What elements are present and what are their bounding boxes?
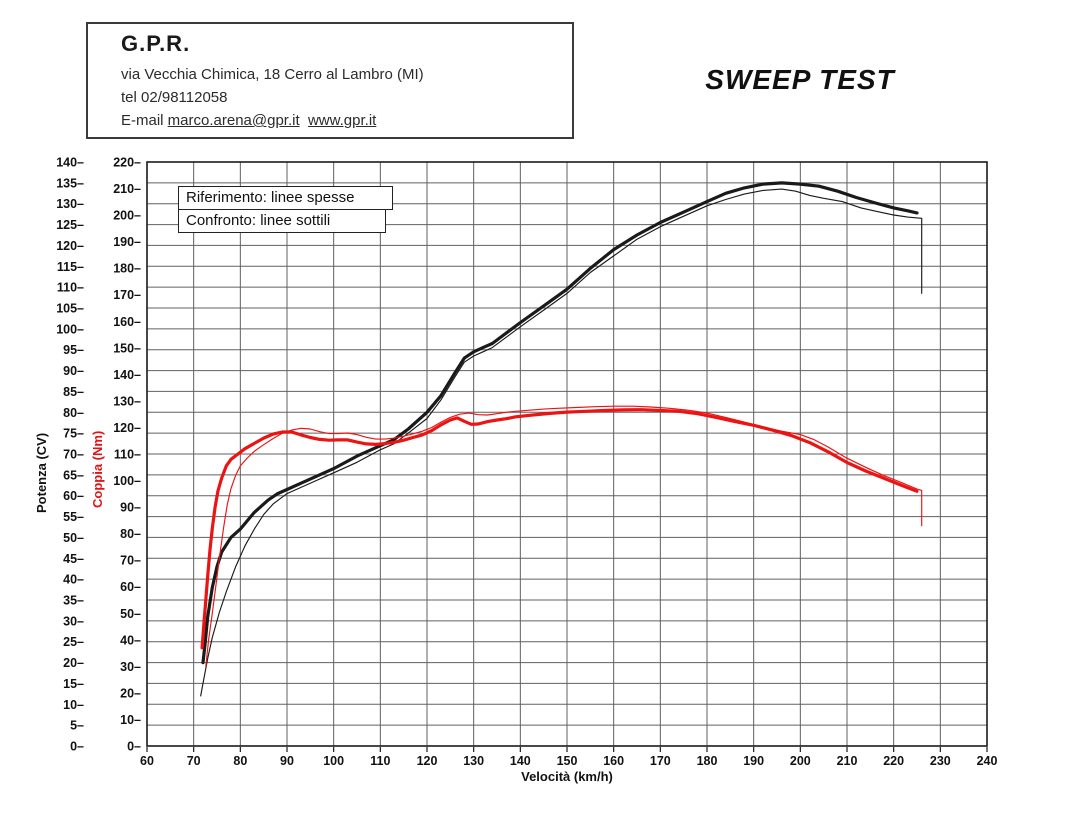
x-tick-label: 240	[977, 754, 998, 768]
x-tick-label: 170	[650, 754, 671, 768]
x-tick-label: 190	[743, 754, 764, 768]
cv-tick-label: 90–	[63, 364, 84, 378]
cv-tick-label: 95–	[63, 343, 84, 357]
cv-tick-label: 80–	[63, 406, 84, 420]
cv-tick-label: 85–	[63, 385, 84, 399]
x-tick-label: 110	[370, 754, 390, 768]
cv-tick-label: 30–	[63, 614, 84, 628]
nm-tick-label: 190–	[113, 235, 141, 249]
plot-frame	[146, 161, 988, 747]
y-axis-title-power: Potenza (CV)	[34, 432, 49, 513]
cv-tick-label: 135–	[56, 176, 84, 190]
series-potenza-riferimento	[201, 181, 919, 665]
nm-tick-label: 160–	[113, 315, 141, 329]
nm-tick-label: 60–	[120, 580, 141, 594]
cv-tick-label: 65–	[63, 468, 84, 482]
x-tick-label: 210	[837, 754, 858, 768]
company-contact-line: E-mail marco.arena@gpr.it www.gpr.it	[121, 112, 376, 129]
legend-box: Riferimento: linee spesse Confronto: lin…	[178, 186, 393, 233]
cv-tick-label: 15–	[63, 677, 84, 691]
cv-tick-label: 110–	[57, 281, 84, 295]
x-tick-label: 140	[510, 754, 531, 768]
nm-tick-label: 90–	[120, 501, 141, 515]
nm-tick-label: 120–	[113, 421, 141, 435]
x-tick-label: 120	[417, 754, 438, 768]
company-name: G.P.R.	[121, 31, 191, 56]
company-address: via Vecchia Chimica, 18 Cerro al Lambro …	[121, 66, 424, 83]
cv-tick-label: 5–	[70, 719, 84, 733]
cv-tick-label: 55–	[63, 510, 84, 524]
x-tick-label: 230	[930, 754, 951, 768]
nm-tick-label: 30–	[120, 660, 141, 674]
legend-reference: Riferimento: linee spesse	[178, 186, 393, 210]
cv-tick-label: 50–	[63, 531, 84, 545]
x-tick-label: 220	[883, 754, 904, 768]
cv-tick-label: 125–	[56, 218, 84, 232]
x-axis-title: Velocità (km/h)	[521, 769, 613, 784]
page-title: SWEEP TEST	[705, 64, 895, 95]
x-tick-label: 90	[280, 754, 294, 768]
cv-tick-label: 75–	[63, 427, 84, 441]
x-tick-label: 160	[603, 754, 624, 768]
cv-tick-label: 105–	[56, 302, 84, 316]
nm-tick-label: 200–	[113, 209, 141, 223]
cv-tick-label: 40–	[63, 573, 84, 587]
cv-tick-label: 45–	[63, 552, 84, 566]
nm-tick-label: 80–	[120, 527, 141, 541]
nm-tick-label: 130–	[113, 394, 141, 408]
cv-tick-label: 70–	[63, 448, 84, 462]
nm-tick-label: 170–	[113, 288, 141, 302]
nm-tick-label: 70–	[120, 554, 141, 568]
x-tick-label: 130	[463, 754, 484, 768]
cv-tick-label: 35–	[63, 594, 84, 608]
cv-tick-label: 130–	[56, 197, 84, 211]
cv-tick-label: 115–	[57, 260, 84, 274]
cv-tick-label: 10–	[63, 698, 84, 712]
series-coppia-riferimento	[200, 408, 919, 650]
nm-tick-label: 180–	[113, 262, 141, 276]
y-axis-title-torque: Coppia (Nm)	[90, 430, 105, 508]
nm-tick-label: 50–	[120, 607, 141, 621]
nm-tick-label: 20–	[120, 686, 141, 700]
email-label: E-mail	[121, 112, 168, 129]
x-tick-label: 180	[697, 754, 718, 768]
nm-tick-label: 210–	[113, 182, 141, 196]
nm-tick-label: 140–	[113, 368, 141, 382]
x-tick-label: 100	[323, 754, 344, 768]
nm-tick-label: 110–	[114, 448, 141, 462]
series-potenza-confronto	[200, 188, 923, 697]
cv-tick-label: 120–	[56, 239, 84, 253]
x-tick-label: 200	[790, 754, 811, 768]
company-phone: tel 02/98112058	[121, 89, 228, 106]
company-header-box: G.P.R. via Vecchia Chimica, 18 Cerro al …	[86, 22, 574, 139]
cv-tick-label: 100–	[56, 322, 84, 336]
cv-tick-label: 20–	[63, 656, 84, 670]
nm-tick-label: 10–	[120, 713, 141, 727]
legend-comparison: Confronto: linee sottili	[178, 209, 386, 233]
x-tick-label: 80	[233, 754, 247, 768]
series-coppia-confronto	[205, 405, 923, 667]
cv-tick-label: 140–	[56, 156, 84, 170]
nm-tick-label: 220–	[113, 156, 141, 170]
x-tick-label: 60	[140, 754, 154, 768]
nm-tick-label: 150–	[113, 341, 141, 355]
nm-tick-label: 100–	[113, 474, 141, 488]
cv-tick-label: 60–	[63, 489, 84, 503]
cv-tick-label: 0–	[70, 740, 84, 754]
email-link[interactable]: marco.arena@gpr.it	[167, 112, 300, 129]
website-link[interactable]: www.gpr.it	[307, 112, 377, 129]
cv-tick-label: 25–	[63, 635, 84, 649]
nm-tick-label: 0–	[127, 740, 141, 754]
nm-tick-label: 40–	[120, 633, 141, 647]
x-tick-label: 150	[557, 754, 578, 768]
x-tick-label: 70	[187, 754, 201, 768]
